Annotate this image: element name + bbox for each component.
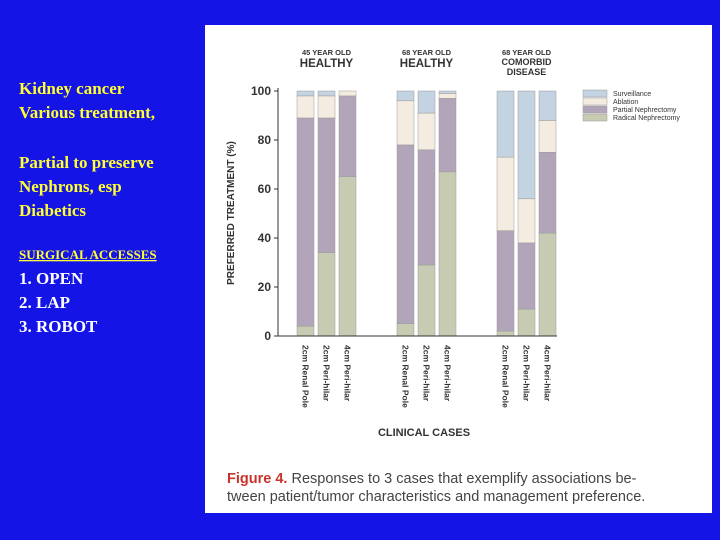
group-label: DISEASE: [507, 67, 547, 77]
x-tick-label: 4cm Peri-hilar: [443, 345, 453, 402]
bar-segment: [517, 242, 536, 310]
caption: Figure 4. Responses to 3 cases that exem…: [227, 471, 637, 487]
y-tick-label: 100: [251, 84, 271, 98]
x-tick-label: 2cm Peri-hilar: [322, 345, 332, 402]
y-tick-label: 80: [258, 133, 272, 147]
slide-line: 2. LAP: [19, 293, 70, 312]
slide-line: Partial to preserve: [19, 153, 154, 172]
bar-segment: [317, 90, 336, 97]
x-tick-label: 4cm Peri-hilar: [543, 345, 553, 402]
bar-segment: [317, 252, 336, 337]
legend-label: Partial Nephrectomy: [613, 107, 677, 114]
bar-segment: [338, 176, 357, 337]
bar-segment: [538, 152, 557, 234]
y-tick-label: 20: [258, 280, 272, 294]
group-label: HEALTHY: [300, 58, 354, 70]
bar-segment: [317, 95, 336, 119]
slide-heading: SURGICAL ACCESSES: [19, 247, 157, 262]
legend-label: Radical Nephrectomy: [613, 115, 680, 122]
bar-segment: [496, 330, 515, 337]
bar-segment: [517, 308, 536, 337]
bar-segment: [396, 90, 415, 102]
legend-swatch: [582, 89, 608, 98]
legend-label: Ablation: [613, 99, 638, 106]
slide-line: 1. OPEN: [19, 269, 84, 288]
bar-segment: [296, 325, 315, 337]
figure-panel: [205, 25, 712, 513]
caption-label: Figure 4.: [227, 471, 287, 487]
slide-line: Various treatment,: [19, 103, 155, 122]
x-tick-label: 2cm Renal Pole: [301, 345, 311, 408]
legend-swatch: [582, 105, 608, 114]
y-axis-label: PREFERRED TREATMENT (%): [226, 141, 237, 285]
bar-segment: [496, 230, 515, 332]
legend-label: Surveillance: [613, 91, 651, 98]
group-label: HEALTHY: [400, 58, 454, 70]
bar-segment: [438, 171, 457, 337]
bar-segment: [538, 232, 557, 337]
group-label: 68 YEAR OLD: [402, 48, 452, 57]
caption-line: Responses to 3 cases that exemplify asso…: [291, 471, 636, 487]
bar-segment: [338, 95, 357, 177]
caption-line: tween patient/tumor characteristics and …: [227, 489, 645, 505]
x-tick-label: 2cm Renal Pole: [501, 345, 511, 408]
slide-line: 3. ROBOT: [19, 317, 98, 336]
x-tick-label: 2cm Renal Pole: [401, 345, 411, 408]
bar-segment: [417, 112, 436, 151]
group-label: 68 YEAR OLD: [502, 48, 552, 57]
bar-segment: [296, 95, 315, 119]
slide-line: Kidney cancer: [19, 79, 125, 98]
legend-swatch: [582, 97, 608, 106]
bar-segment: [417, 90, 436, 114]
group-label: 45 YEAR OLD: [302, 48, 352, 57]
slide-line: Diabetics: [19, 201, 86, 220]
group-label: COMORBID: [502, 57, 552, 67]
bar-segment: [417, 149, 436, 266]
bar-segment: [538, 90, 557, 121]
bar-segment: [338, 90, 357, 97]
bar-segment: [517, 198, 536, 244]
bar-segment: [417, 264, 436, 337]
legend-swatch: [582, 113, 608, 122]
x-axis-label: CLINICAL CASES: [378, 427, 470, 439]
bar-segment: [396, 144, 415, 324]
x-tick-label: 2cm Peri-hilar: [422, 345, 432, 402]
y-tick-label: 0: [264, 329, 271, 343]
bar-segment: [296, 117, 315, 327]
y-tick-label: 60: [258, 182, 272, 196]
slide-line: Nephrons, esp: [19, 177, 122, 196]
slide-text: Kidney cancer Various treatment, Partial…: [19, 79, 157, 336]
y-tick-label: 40: [258, 231, 272, 245]
bar-segment: [438, 90, 457, 94]
bar-segment: [317, 117, 336, 253]
bar-segment: [396, 100, 415, 146]
bar-segment: [496, 90, 515, 158]
bar-segment: [517, 90, 536, 200]
bar-segment: [438, 93, 457, 99]
bar-segment: [438, 98, 457, 173]
bar-segment: [296, 90, 315, 97]
bar-segment: [538, 120, 557, 153]
x-tick-label: 4cm Peri-hilar: [343, 345, 353, 402]
x-tick-label: 2cm Peri-hilar: [522, 345, 532, 402]
bar-segment: [396, 323, 415, 337]
bar-segment: [496, 156, 515, 231]
